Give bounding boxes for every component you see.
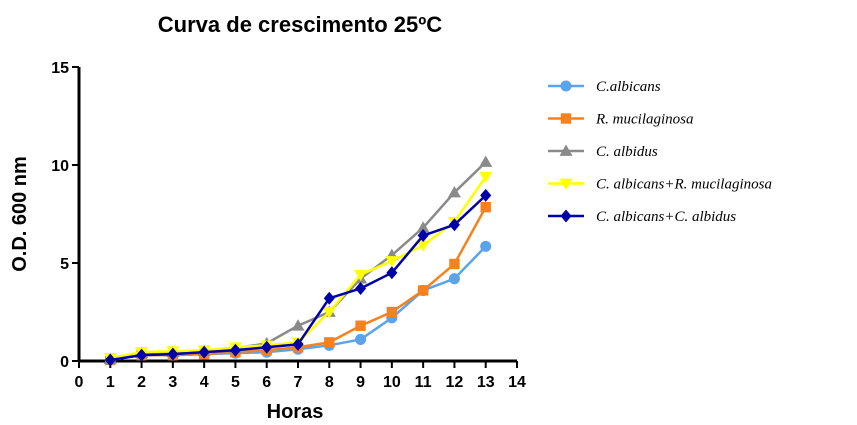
x-tick-label: 7	[294, 374, 303, 391]
data-point	[479, 155, 493, 167]
data-point	[417, 285, 429, 296]
y-tick-label: 10	[51, 158, 69, 175]
data-point	[261, 340, 273, 354]
data-point	[480, 188, 492, 202]
data-point	[480, 201, 491, 213]
legend-marker	[559, 178, 573, 190]
y-axis-label: O.D. 600 nm	[9, 156, 31, 272]
legend-marker	[560, 209, 572, 223]
data-point	[229, 343, 241, 357]
x-tick-label: 9	[356, 374, 365, 391]
data-point	[355, 281, 367, 295]
x-tick-label: 1	[106, 374, 115, 391]
legend-marker	[560, 80, 572, 92]
data-point	[104, 353, 116, 367]
data-point	[355, 320, 366, 331]
y-tick-label: 15	[51, 60, 69, 77]
legend-entry: R. mucilaginosa	[548, 112, 694, 128]
y-tick-label: 5	[60, 256, 69, 273]
x-tick-label: 8	[325, 374, 334, 391]
series-line	[110, 176, 487, 360]
data-point	[386, 266, 398, 280]
legend-label: C. albidus	[596, 144, 658, 160]
legend-entry: C.albicans	[548, 79, 661, 95]
x-tick-label: 4	[200, 374, 209, 391]
data-point	[416, 221, 430, 233]
data-point	[355, 333, 367, 345]
x-axis-label: Horas	[267, 401, 324, 423]
legend-label: C. albicans+C. albidus	[596, 209, 736, 225]
data-point	[385, 256, 399, 268]
x-tick-label: 12	[446, 374, 464, 391]
data-point	[323, 291, 335, 305]
data-point	[448, 218, 460, 232]
x-tick-label: 0	[75, 374, 84, 391]
x-tick-label: 11	[415, 374, 432, 391]
x-tick-label: 14	[508, 374, 526, 391]
series-5	[104, 188, 492, 367]
legend-marker	[560, 113, 572, 124]
data-point	[480, 240, 492, 252]
y-tick-label: 0	[60, 354, 69, 371]
legend-entry: C. albidus	[548, 144, 658, 160]
data-point	[386, 306, 398, 318]
series-line	[110, 206, 487, 362]
legend-label: C.albicans	[596, 79, 661, 95]
legend: C.albicans R. mucilaginosa C. albidus C. al…	[548, 79, 772, 225]
data-point	[136, 348, 148, 362]
x-tick-label: 5	[231, 374, 240, 391]
data-point	[322, 307, 336, 319]
x-tick-label: 2	[137, 374, 146, 391]
chart-title: Curva de crescimento 25ºC	[158, 12, 442, 37]
legend-label: C. albicans+R. mucilaginosa	[596, 177, 772, 193]
data-point	[198, 345, 210, 359]
x-tick-label: 3	[168, 374, 177, 391]
data-point	[291, 319, 305, 331]
data-point	[449, 258, 460, 270]
x-tick-label: 10	[383, 374, 401, 391]
legend-entry: C. albicans+C. albidus	[548, 209, 736, 225]
data-point	[417, 229, 429, 243]
x-tick-label: 13	[477, 374, 495, 391]
legend-entry: C. albicans+R. mucilaginosa	[548, 177, 772, 193]
series-layer	[103, 155, 493, 367]
series-4	[103, 171, 493, 365]
data-point	[354, 269, 368, 282]
data-point	[447, 185, 461, 198]
legend-label: R. mucilaginosa	[595, 112, 694, 128]
data-point	[167, 347, 179, 361]
data-point	[292, 337, 304, 351]
series-3	[103, 155, 493, 364]
data-point	[479, 171, 493, 184]
data-point	[324, 337, 335, 348]
data-point	[416, 240, 430, 252]
legend-marker	[559, 144, 573, 156]
data-point	[448, 273, 460, 285]
x-tick-label: 6	[262, 374, 271, 391]
